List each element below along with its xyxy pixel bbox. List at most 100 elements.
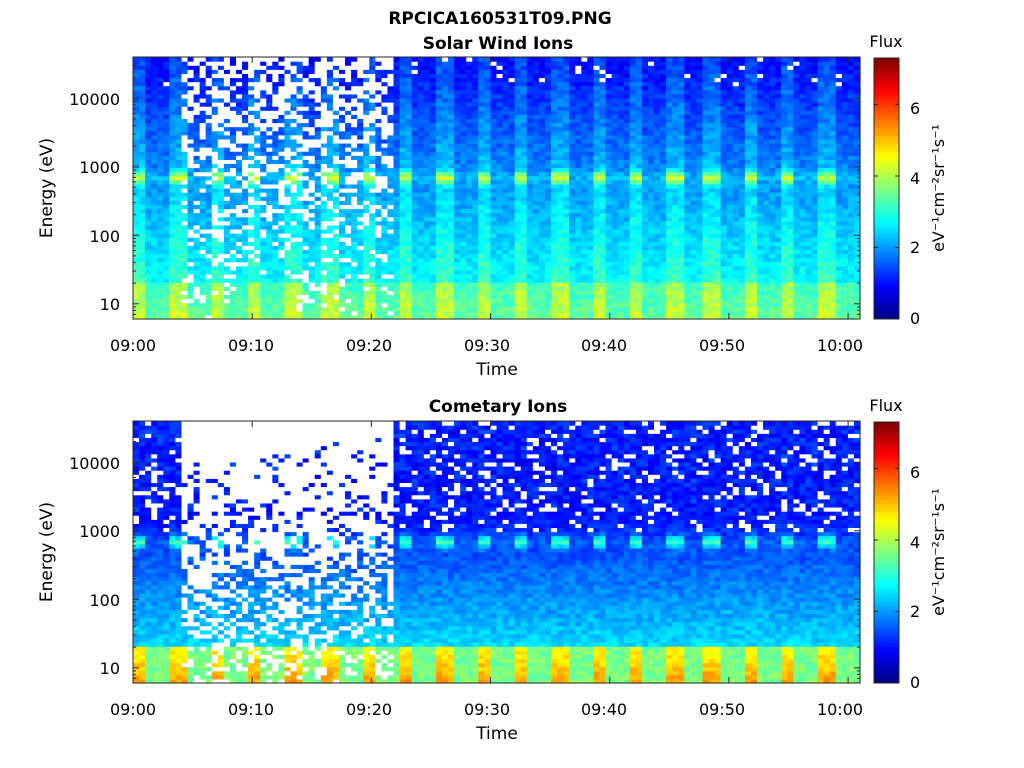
heatmap-cell <box>333 290 340 295</box>
heatmap-cell <box>272 163 279 168</box>
heatmap-cell <box>254 282 261 287</box>
heatmap-cell <box>527 192 534 197</box>
heatmap-cell <box>151 311 158 316</box>
heatmap-cell <box>478 217 485 222</box>
heatmap-cell <box>375 147 382 152</box>
heatmap-cell <box>206 159 213 164</box>
heatmap-cell <box>387 241 394 246</box>
heatmap-cell <box>151 188 158 193</box>
heatmap-cell <box>363 69 370 74</box>
heatmap-cell <box>188 278 195 283</box>
heatmap-cell <box>194 73 201 78</box>
heatmap-cell <box>539 123 546 128</box>
heatmap-cell <box>248 172 255 177</box>
heatmap-cell <box>351 241 358 246</box>
heatmap-cell <box>497 233 504 238</box>
heatmap-cell <box>242 82 249 87</box>
heatmap-cell <box>278 262 285 267</box>
heatmap-cell <box>503 221 510 226</box>
heatmap-cell <box>503 258 510 263</box>
heatmap-cell <box>581 241 588 246</box>
heatmap-cell <box>575 82 582 87</box>
heatmap-cell <box>351 200 358 205</box>
heatmap-cell <box>406 151 413 156</box>
heatmap-cell <box>363 196 370 201</box>
heatmap-cell <box>139 77 146 82</box>
heatmap-cell <box>339 278 346 283</box>
heatmap-cell <box>163 94 170 99</box>
heatmap-cell <box>242 290 249 295</box>
heatmap-cell <box>539 98 546 103</box>
heatmap-cell <box>206 307 213 312</box>
heatmap-cell <box>206 110 213 115</box>
heatmap-cell <box>497 192 504 197</box>
heatmap-cell <box>333 163 340 168</box>
heatmap-cell <box>200 168 207 173</box>
heatmap-cell <box>230 221 237 226</box>
heatmap-cell <box>545 237 552 242</box>
heatmap-cell <box>272 208 279 213</box>
heatmap-cell <box>448 118 455 123</box>
heatmap-cell <box>593 77 600 82</box>
heatmap-cell <box>163 303 170 308</box>
heatmap-cell <box>345 172 352 177</box>
heatmap-cell <box>418 143 425 148</box>
heatmap-cell <box>291 249 298 254</box>
heatmap-cell <box>327 258 334 263</box>
heatmap-cell <box>503 57 510 62</box>
heatmap-cell <box>327 213 334 218</box>
heatmap-cell <box>497 102 504 107</box>
heatmap-cell <box>484 237 491 242</box>
heatmap-cell <box>145 61 152 66</box>
heatmap-cell <box>278 69 285 74</box>
heatmap-cell <box>430 278 437 283</box>
heatmap-cell <box>272 106 279 111</box>
heatmap-cell <box>181 200 188 205</box>
heatmap-cell <box>169 282 176 287</box>
heatmap-cell <box>509 168 516 173</box>
heatmap-cell <box>236 94 243 99</box>
heatmap-cell <box>442 266 449 271</box>
heatmap-cell <box>527 217 534 222</box>
heatmap-cell <box>466 82 473 87</box>
heatmap-cell <box>236 217 243 222</box>
heatmap-cell <box>333 225 340 230</box>
heatmap-cell <box>266 274 273 279</box>
heatmap-cell <box>272 282 279 287</box>
heatmap-cell <box>200 180 207 185</box>
heatmap-cell <box>375 237 382 242</box>
heatmap-cell <box>169 65 176 70</box>
heatmap-cell <box>484 196 491 201</box>
heatmap-cell <box>490 266 497 271</box>
heatmap-cell <box>412 106 419 111</box>
heatmap-cell <box>448 233 455 238</box>
heatmap-cell <box>309 159 316 164</box>
heatmap-cell <box>291 123 298 128</box>
heatmap-cell <box>357 303 364 308</box>
heatmap-cell <box>509 307 516 312</box>
heatmap-cell <box>345 200 352 205</box>
heatmap-cell <box>139 286 146 291</box>
heatmap-cell <box>224 102 231 107</box>
heatmap-cell <box>557 274 564 279</box>
heatmap-cell <box>472 311 479 316</box>
heatmap-cell <box>351 131 358 136</box>
heatmap-cell <box>345 294 352 299</box>
heatmap-cell <box>236 69 243 74</box>
heatmap-cell <box>351 98 358 103</box>
heatmap-cell <box>254 278 261 283</box>
heatmap-cell <box>497 163 504 168</box>
heatmap-cell <box>188 151 195 156</box>
heatmap-cell <box>303 118 310 123</box>
heatmap-cell <box>297 274 304 279</box>
heatmap-cell <box>194 278 201 283</box>
heatmap-cell <box>291 262 298 267</box>
heatmap-cell <box>272 221 279 226</box>
heatmap-cell <box>260 270 267 275</box>
heatmap-cell <box>133 155 140 160</box>
heatmap-cell <box>460 245 467 250</box>
heatmap-cell <box>533 208 540 213</box>
heatmap-cell <box>284 163 291 168</box>
heatmap-cell <box>248 294 255 299</box>
heatmap-cell <box>381 147 388 152</box>
